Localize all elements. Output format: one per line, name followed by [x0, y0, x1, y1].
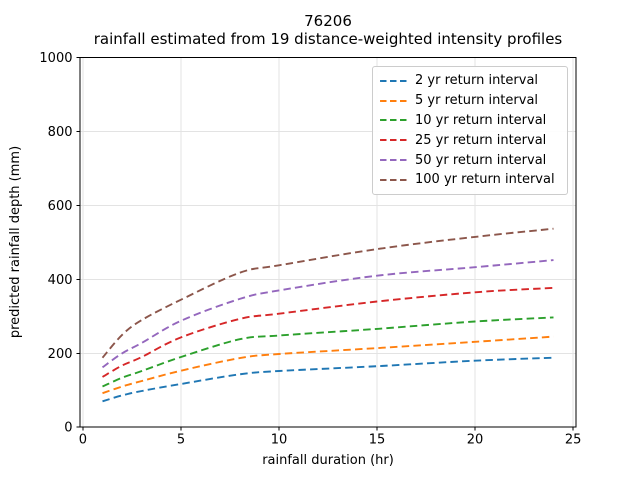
- chart-subtitle: rainfall estimated from 19 distance-weig…: [93, 30, 563, 48]
- y-tick-label-0: 0: [64, 421, 72, 436]
- legend-label: 10 yr return interval: [415, 112, 547, 128]
- legend-item-2yr: 2 yr return interval: [373, 71, 567, 91]
- y-axis-label: predicted rainfall depth (mm): [8, 145, 23, 339]
- x-tick-label-0: 0: [79, 433, 87, 448]
- legend-label: 2 yr return interval: [415, 73, 539, 89]
- legend-label: 5 yr return interval: [415, 93, 539, 109]
- y-tick-label-800: 800: [48, 125, 73, 140]
- legend-label: 50 yr return interval: [415, 152, 547, 168]
- legend-item-5yr: 5 yr return interval: [373, 91, 567, 111]
- series-line-5yr: [102, 335, 554, 395]
- series-line-2yr: [102, 356, 554, 403]
- series-line-10yr: [102, 316, 554, 388]
- x-tick-label-25: 25: [565, 433, 582, 448]
- legend-line-sample: [380, 99, 407, 102]
- x-axis-label: rainfall duration (hr): [262, 453, 394, 468]
- series-line-100yr: [101, 227, 554, 359]
- chart-title: 76206: [304, 12, 352, 30]
- legend-line-sample: [380, 178, 407, 181]
- legend-line-sample: [380, 119, 407, 122]
- legend-label: 100 yr return interval: [415, 172, 555, 188]
- y-tick-label-200: 200: [48, 347, 73, 362]
- x-tick-label-5: 5: [177, 433, 185, 448]
- legend-line-sample: [380, 159, 407, 162]
- axes-spines: [79, 57, 577, 428]
- series-line-25yr: [102, 286, 554, 378]
- x-tick-label-10: 10: [271, 433, 288, 448]
- legend-item-100yr: 100 yr return interval: [373, 170, 567, 190]
- y-tick-label-400: 400: [48, 273, 73, 288]
- x-tick-label-15: 15: [369, 433, 386, 448]
- y-tick-label-1000: 1000: [39, 51, 72, 66]
- legend-line-sample: [380, 79, 407, 82]
- legend-item-50yr: 50 yr return interval: [373, 150, 567, 170]
- x-tick-label-20: 20: [467, 433, 484, 448]
- legend-item-10yr: 10 yr return interval: [373, 111, 567, 131]
- legend-label: 25 yr return interval: [415, 132, 547, 148]
- legend-item-25yr: 25 yr return interval: [373, 130, 567, 150]
- legend-box: 2 yr return interval 5 yr return interval…: [372, 66, 568, 195]
- legend-line-sample: [380, 139, 407, 142]
- series-line-50yr: [101, 259, 554, 369]
- y-tick-label-600: 600: [48, 199, 73, 214]
